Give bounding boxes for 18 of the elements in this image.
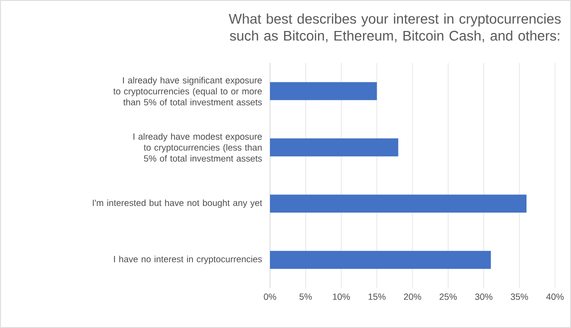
- x-tick-label: 10%: [332, 294, 350, 300]
- x-tick-label: 35%: [510, 294, 528, 300]
- x-tick-label: 0%: [264, 294, 276, 300]
- chart-title: What best describes your interest in cryptocurrencies such as Bitcoin, Ethereum, Bitcoin Cash, and others:: [228, 14, 561, 42]
- x-tick-label: 40%: [546, 294, 564, 300]
- y-tick-label: I'm interested but have not bought any yet: [92, 199, 262, 208]
- x-tick-label: 25%: [440, 294, 457, 300]
- x-tick-label: 5%: [300, 294, 312, 300]
- x-tick-label: 30%: [475, 294, 492, 300]
- bar: [270, 138, 398, 156]
- y-tick-label: I have no interest in cryptocurrencies: [114, 256, 262, 264]
- bar: [270, 194, 526, 213]
- y-tick-label: I already have significant exposure to cryptocurrencies (equal to or more than 5% of total investment assets: [113, 76, 262, 106]
- bar: [270, 250, 491, 269]
- bar: [270, 82, 377, 100]
- x-tick-label: 20%: [404, 294, 422, 300]
- x-tick-label: 15%: [368, 294, 386, 300]
- y-tick-label: I already have modest exposure to cryptocurrencies (less than 5% of total investment assets: [133, 133, 262, 162]
